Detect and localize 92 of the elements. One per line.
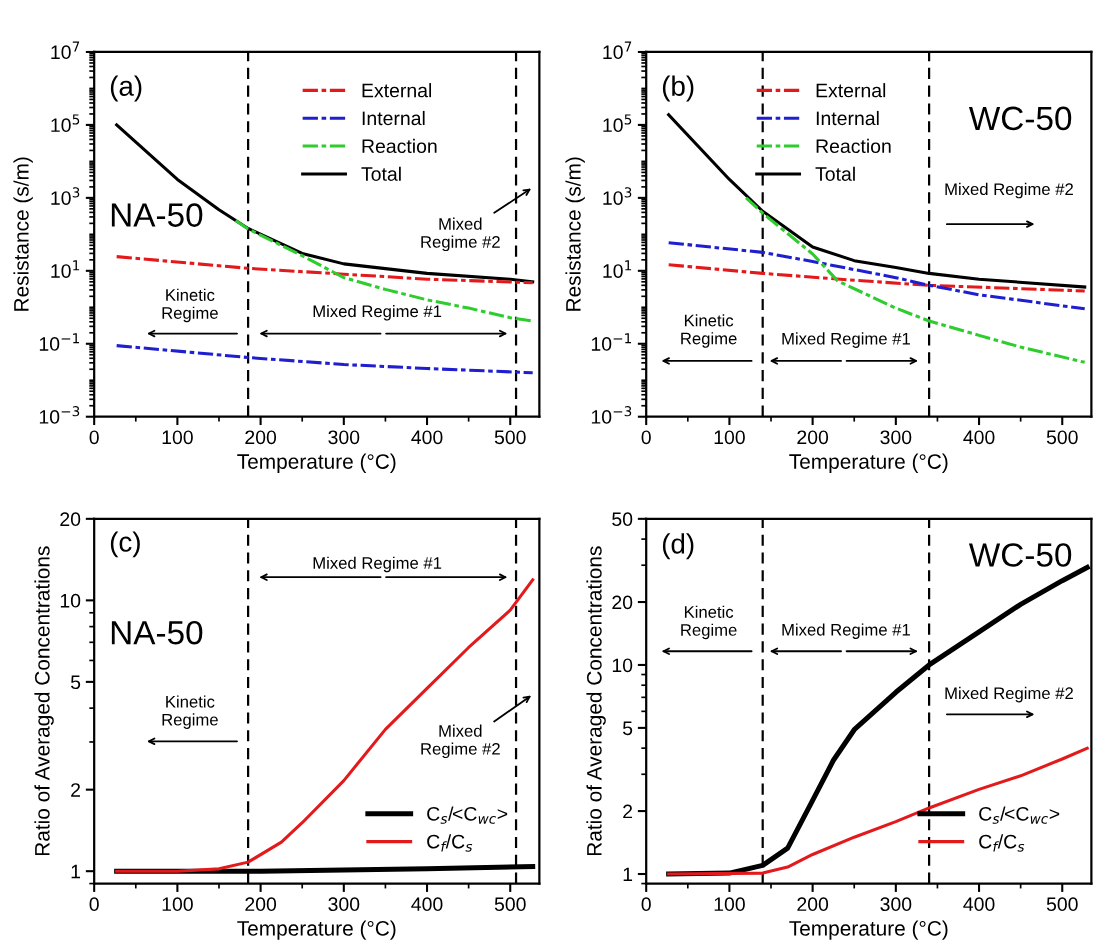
annotation: Mixed Regime #1 [313,304,442,321]
y-tick-label: 10$^{7}$ [51,41,80,60]
x-tick-label: 500 [1046,430,1078,445]
x-axis-title: Temperature (°C) [789,920,948,940]
line-series [667,263,1087,293]
x-axis-title: Temperature (°C) [789,453,948,474]
x-tick-label: 100 [714,897,745,912]
y-tick-label: 2 [623,804,633,819]
x-tick-label: 200 [797,430,829,445]
y-tick-label: 10$^{5}$ [51,114,80,133]
x-tick-label: 300 [328,897,360,912]
y-tick-label: 2 [71,783,81,797]
x-tick-label: 400 [963,430,995,445]
x-tick-label: 0 [89,897,99,912]
y-tick-label: 1 [71,864,81,879]
legend-label: C$_{f}$/C$_{s}$ [427,834,473,852]
line-series [115,344,535,375]
annotation: NA-50 [111,203,203,227]
legend-label: Total [361,166,401,181]
y-tick-label: 10$^{5}$ [603,114,632,133]
annotation: WC-50 [968,543,1072,567]
x-tick-label: 500 [494,430,526,445]
annotation: Mixed Regime #2 [421,217,500,252]
annotation: WC-50 [968,106,1072,131]
annotation: (a) [110,75,142,102]
x-tick-label: 200 [245,897,277,912]
x-tick-label: 100 [714,430,745,445]
y-tick-label: 10 [612,658,633,673]
annotation: Mixed Regime #1 [313,556,442,573]
line-series [667,241,1087,311]
y-axis-title: Ratio of Averaged Concentrations [586,546,606,856]
annotation: Kinetic Regime [681,314,737,348]
legend-label: C$_{f}$/C$_{s}$ [979,834,1025,852]
y-tick-label: 50 [612,512,633,527]
y-tick-label: 10$^{1}$ [603,260,632,278]
y-tick-label: 10$^{3}$ [51,187,80,205]
y-tick-label: 20 [60,512,81,527]
y-axis-title: Ratio of Averaged Concentrations [34,546,54,856]
x-tick-label: 200 [245,430,277,445]
x-tick-label: 300 [328,430,360,445]
annotation: (c) [110,531,140,558]
annotation: Mixed Regime #2 [945,182,1073,199]
y-tick-label: 10$^{7}$ [603,41,632,60]
x-tick-label: 500 [494,897,526,912]
y-tick-label: 20 [612,595,633,610]
x-tick-label: 0 [89,430,99,445]
annotation: Mixed Regime #2 [421,724,500,759]
x-tick-label: 500 [1046,897,1078,912]
legend-label: External [362,83,432,98]
annotation: Kinetic Regime [681,605,737,640]
y-tick-label: 10$^{−3}$ [39,406,80,424]
x-tick-label: 300 [880,430,912,445]
y-axis-title: Resistance (s/m) [565,157,585,311]
annotation: Kinetic Regime [162,695,218,729]
x-tick-label: 400 [411,430,443,445]
annotation: Mixed Regime #1 [782,332,910,348]
annotation: NA-50 [111,620,203,645]
y-axis-title: Resistance (s/m) [13,157,33,311]
annotation: Kinetic Regime [162,288,218,323]
x-tick-label: 200 [797,897,829,912]
x-axis-title: Temperature (°C) [237,920,396,940]
y-tick-label: 5 [70,675,81,690]
x-tick-label: 0 [641,430,651,445]
line-series [115,255,535,285]
y-tick-label: 10$^{−3}$ [591,406,632,424]
y-tick-label: 10$^{−1}$ [591,333,632,351]
y-tick-label: 5 [622,721,633,736]
x-tick-label: 400 [411,897,443,912]
legend-label: External [816,83,886,98]
x-axis-title: Temperature (°C) [237,453,396,474]
annotation: Mixed Regime #1 [782,623,910,639]
x-tick-label: 300 [880,897,912,912]
legend-label: Internal [362,110,425,126]
legend-label: C$_{s}$/<C$_{wc}$> [427,806,508,824]
x-tick-label: 0 [641,897,651,912]
x-tick-label: 100 [162,897,193,912]
legend-label: Reaction [816,138,891,154]
x-tick-label: 100 [162,430,193,445]
legend-label: C$_{s}$/<C$_{wc}$> [979,806,1060,824]
annotation: (d) [662,533,694,560]
legend-label: Total [815,166,855,181]
y-tick-label: 1 [623,867,633,882]
y-tick-label: 10$^{−1}$ [39,333,80,351]
x-tick-label: 400 [963,897,995,912]
legend-label: Internal [816,110,879,126]
annotation: (b) [662,75,694,102]
annotation: Mixed Regime #2 [945,686,1073,703]
y-tick-label: 10$^{3}$ [603,187,632,205]
line-series [667,746,1089,876]
legend-label: Reaction [362,138,437,154]
y-tick-label: 10 [60,593,81,608]
y-tick-label: 10$^{1}$ [51,260,80,278]
